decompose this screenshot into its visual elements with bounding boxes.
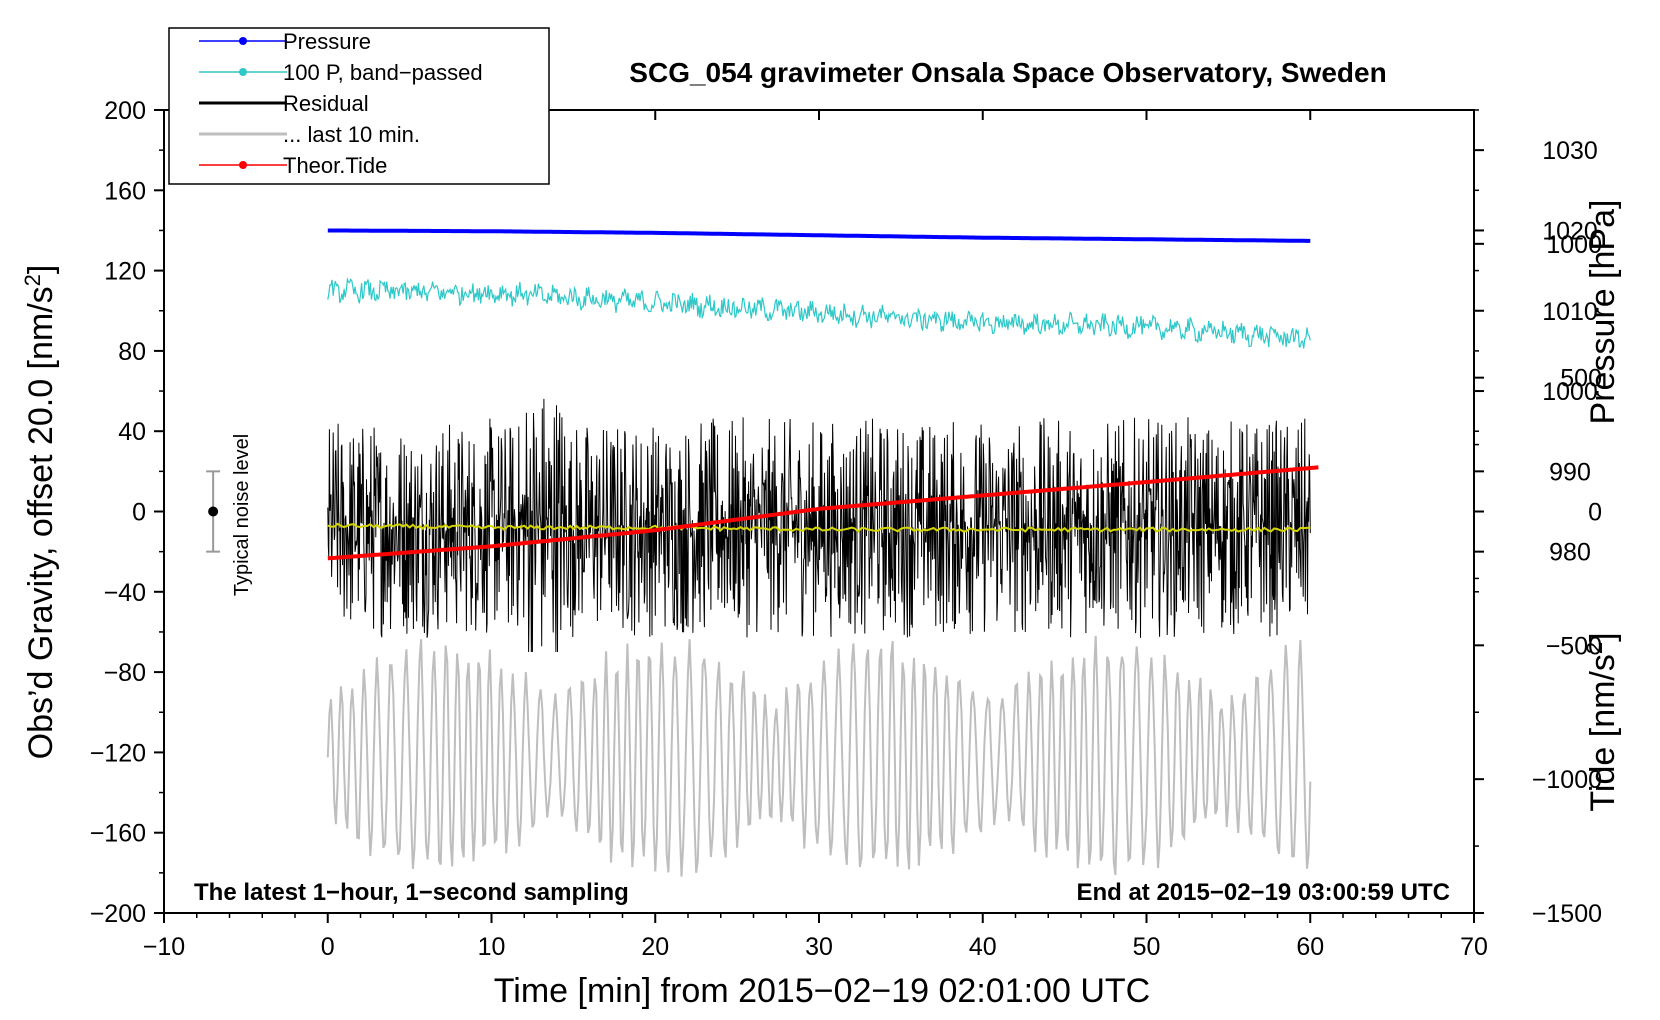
- legend-box: [168, 27, 550, 185]
- y-tick-label: −40: [104, 579, 146, 607]
- pressure-tick-label: 1000: [1542, 378, 1598, 406]
- annotation-sampling: The latest 1−hour, 1−second sampling: [194, 879, 629, 906]
- pressure-tick-label: 1020: [1542, 217, 1598, 245]
- series-residual: [327, 398, 1311, 653]
- tide-axis-title-main: Tide [nm/s: [1584, 654, 1622, 811]
- x-tick-label: 10: [478, 933, 506, 961]
- y-axis: 200 160 120 80 40 0 −40 −80 −120 −160 −200: [90, 97, 164, 928]
- chart-title: SCG_054 gravimeter Onsala Space Observat…: [629, 57, 1386, 88]
- x-axis-title: Time [min] from 2015−02−19 02:01:00 UTC: [494, 972, 1150, 1010]
- y-tick-label: 160: [104, 177, 146, 205]
- tide-tick-label: 1000: [1546, 231, 1602, 259]
- y-tick-label: 200: [104, 97, 146, 125]
- legend-label: ... last 10 min.: [283, 122, 420, 147]
- series-residual-mean: [327, 522, 1311, 533]
- series-theor-tide: [327, 465, 1319, 561]
- tide-axis-title-sup: 2: [1582, 642, 1607, 654]
- y-axis-title-close: ]: [22, 265, 60, 274]
- legend-label: Theor.Tide: [283, 153, 387, 178]
- series-pressure: [327, 228, 1311, 243]
- y-tick-label: 0: [132, 499, 146, 527]
- pressure-axis-title: Pressure [hPa]: [1584, 200, 1622, 425]
- y-tick-label: −120: [90, 739, 146, 767]
- pressure-tick-label: 1010: [1542, 298, 1598, 326]
- x-tick-label: 0: [321, 933, 335, 961]
- y-axis-title-main: Obs’d Gravity, offset 20.0 [nm/s: [22, 286, 60, 759]
- tide-tick-label: 500: [1560, 365, 1602, 393]
- legend: Pressure 100 P, band−passed Residual ... la…: [168, 27, 550, 185]
- pressure-tick-label: 990: [1549, 458, 1591, 486]
- tide-axis-title-close: ]: [1584, 632, 1622, 641]
- tide-tick-label: −500: [1546, 632, 1602, 660]
- legend-marker: [239, 68, 247, 76]
- annotation-end-time: End at 2015−02−19 03:00:59 UTC: [1076, 879, 1450, 906]
- y-tick-label: 80: [118, 338, 146, 366]
- legend-label: 100 P, band−passed: [283, 60, 483, 85]
- y-axis-title: Obs’d Gravity, offset 20.0 [nm/s2]: [20, 265, 60, 760]
- y-tick-label: −160: [90, 820, 146, 848]
- legend-label: Residual: [283, 91, 369, 116]
- noise-level-indicator: [206, 470, 221, 553]
- tide-tick-label: −1500: [1532, 900, 1602, 928]
- x-tick-label: 40: [969, 933, 997, 961]
- x-axis: −10 0 10 20 30 40 50 60 70: [143, 110, 1488, 961]
- y-axis-title-sup: 2: [20, 274, 45, 286]
- series-layer: [326, 228, 1319, 877]
- x-tick-label: 30: [805, 933, 833, 961]
- series-100p-band-passed: [327, 277, 1311, 349]
- y-tick-label: −200: [90, 900, 146, 928]
- pressure-tick-label: 980: [1549, 539, 1591, 567]
- y-tick-label: 40: [118, 418, 146, 446]
- x-tick-label: 50: [1133, 933, 1161, 961]
- legend-marker: [239, 37, 247, 45]
- tide-axis-title: Tide [nm/s2]: [1582, 632, 1622, 811]
- series-last-10-min: [326, 635, 1312, 877]
- x-tick-label: 70: [1460, 933, 1488, 961]
- tide-tick-label: −1000: [1532, 766, 1602, 794]
- x-tick-label: 20: [641, 933, 669, 961]
- noise-bar-dot: [208, 506, 219, 517]
- pressure-axis: 1030 1020 1010 1000 990 980: [1474, 109, 1598, 593]
- x-tick-label: −10: [143, 933, 185, 961]
- pressure-tick-label: 1030: [1542, 137, 1598, 165]
- tide-tick-label: 0: [1588, 499, 1602, 527]
- legend-marker: [239, 161, 247, 169]
- noise-level-label: Typical noise level: [231, 434, 253, 596]
- y-tick-label: −80: [104, 659, 146, 687]
- x-tick-label: 60: [1296, 933, 1324, 961]
- legend-label: Pressure: [283, 29, 371, 54]
- y-tick-label: 120: [104, 258, 146, 286]
